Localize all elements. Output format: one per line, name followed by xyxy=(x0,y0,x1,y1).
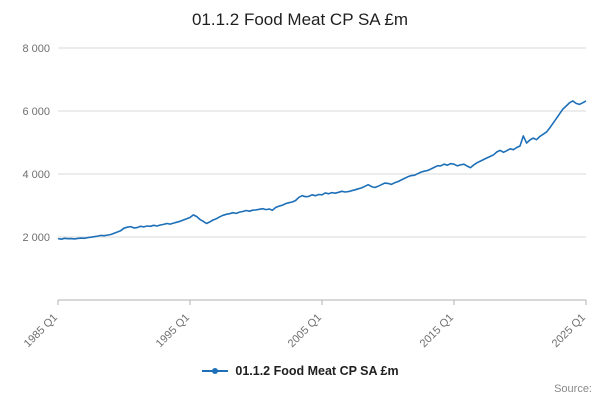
chart-title: 01.1.2 Food Meat CP SA £m xyxy=(191,10,409,29)
line-chart: 2 000 4 000 6 000 8 000 1985 Q1 1995 Q1 2005 Q… xyxy=(22,43,588,350)
x-axis-tick-label: 1995 Q1 xyxy=(154,312,192,350)
x-axis-tick-label: 2005 Q1 xyxy=(286,312,324,350)
source-label: Source: xyxy=(554,383,592,395)
legend-series-label: 01.1.2 Food Meat CP SA £m xyxy=(235,364,399,378)
legend[interactable]: 01.1.2 Food Meat CP SA £m xyxy=(0,364,600,378)
y-axis-tick-label: 4 000 xyxy=(22,169,50,181)
legend-line-marker-icon xyxy=(202,368,229,374)
x-axis-tick-label: 1985 Q1 xyxy=(22,312,60,350)
x-axis-tick-label: 2015 Q1 xyxy=(418,312,456,350)
y-axis-tick-label: 6 000 xyxy=(22,106,50,118)
y-axis-tick-label: 2 000 xyxy=(22,232,50,244)
x-axis-tick-label: 2025 Q1 xyxy=(550,312,588,350)
y-axis-tick-label: 8 000 xyxy=(22,43,50,55)
data-line-series xyxy=(57,100,587,240)
